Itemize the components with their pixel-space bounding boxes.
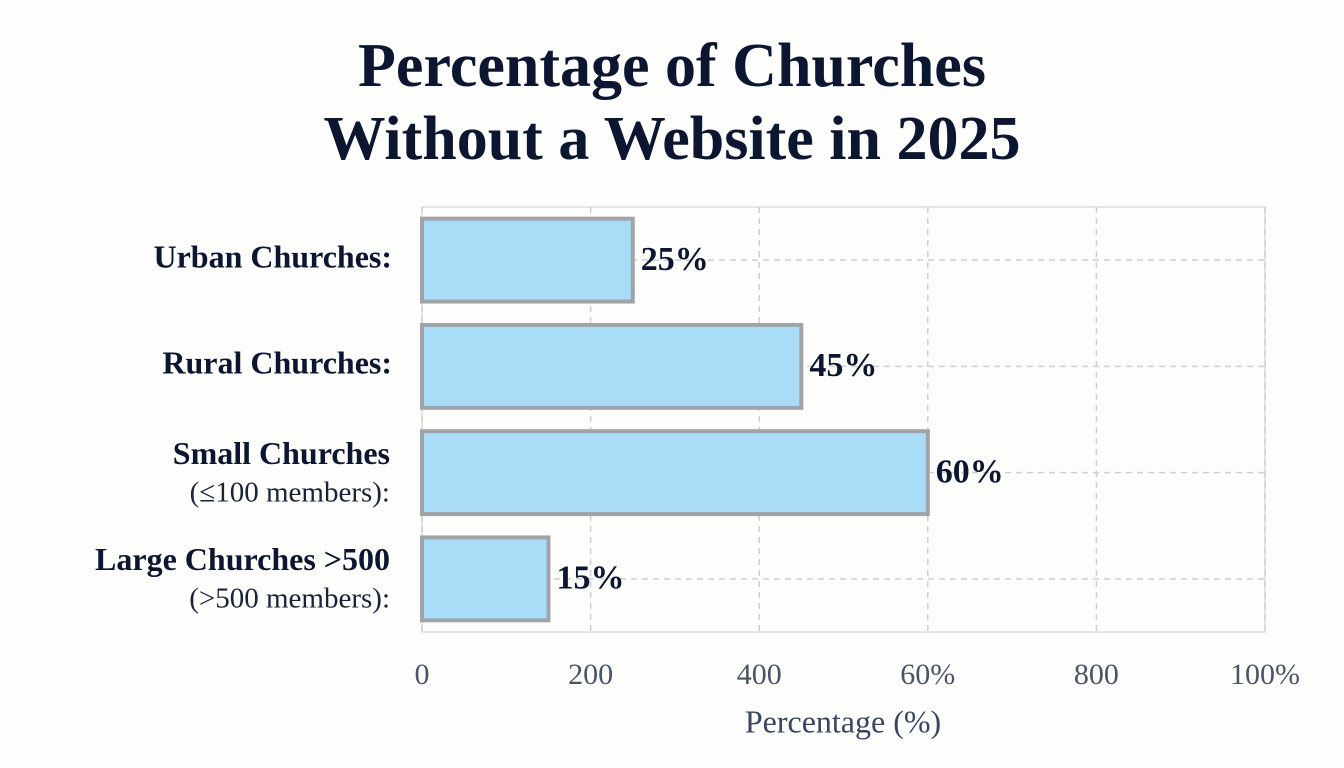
y-tick-note: (≤100 members): <box>190 476 390 508</box>
data-label: 25% <box>641 241 709 278</box>
y-tick-label: Rural Churches: <box>162 345 392 381</box>
chart-title: Percentage of Churches <box>358 32 986 100</box>
y-tick-note: (>500 members): <box>189 583 390 615</box>
x-tick-label: 200 <box>568 658 613 691</box>
x-axis-label: Percentage (%) <box>745 703 941 739</box>
bar <box>420 322 804 410</box>
bar <box>420 535 551 623</box>
x-tick-label: 400 <box>737 658 782 691</box>
bar <box>420 216 635 304</box>
data-label: 60% <box>936 453 1004 490</box>
y-tick-label: Large Churches >500 <box>95 541 390 577</box>
data-label: 45% <box>809 347 877 384</box>
bar <box>420 429 930 517</box>
x-tick-label: 0 <box>415 658 430 691</box>
x-tick-label: 60% <box>900 658 955 691</box>
y-tick-label: Urban Churches: <box>153 238 392 274</box>
data-label: 15% <box>556 560 624 597</box>
y-tick-label: Small Churches <box>173 435 390 471</box>
x-tick-label: 100% <box>1230 658 1300 691</box>
x-tick-label: 800 <box>1074 658 1119 691</box>
chart-title: Without a Website in 2025 <box>323 105 1020 173</box>
